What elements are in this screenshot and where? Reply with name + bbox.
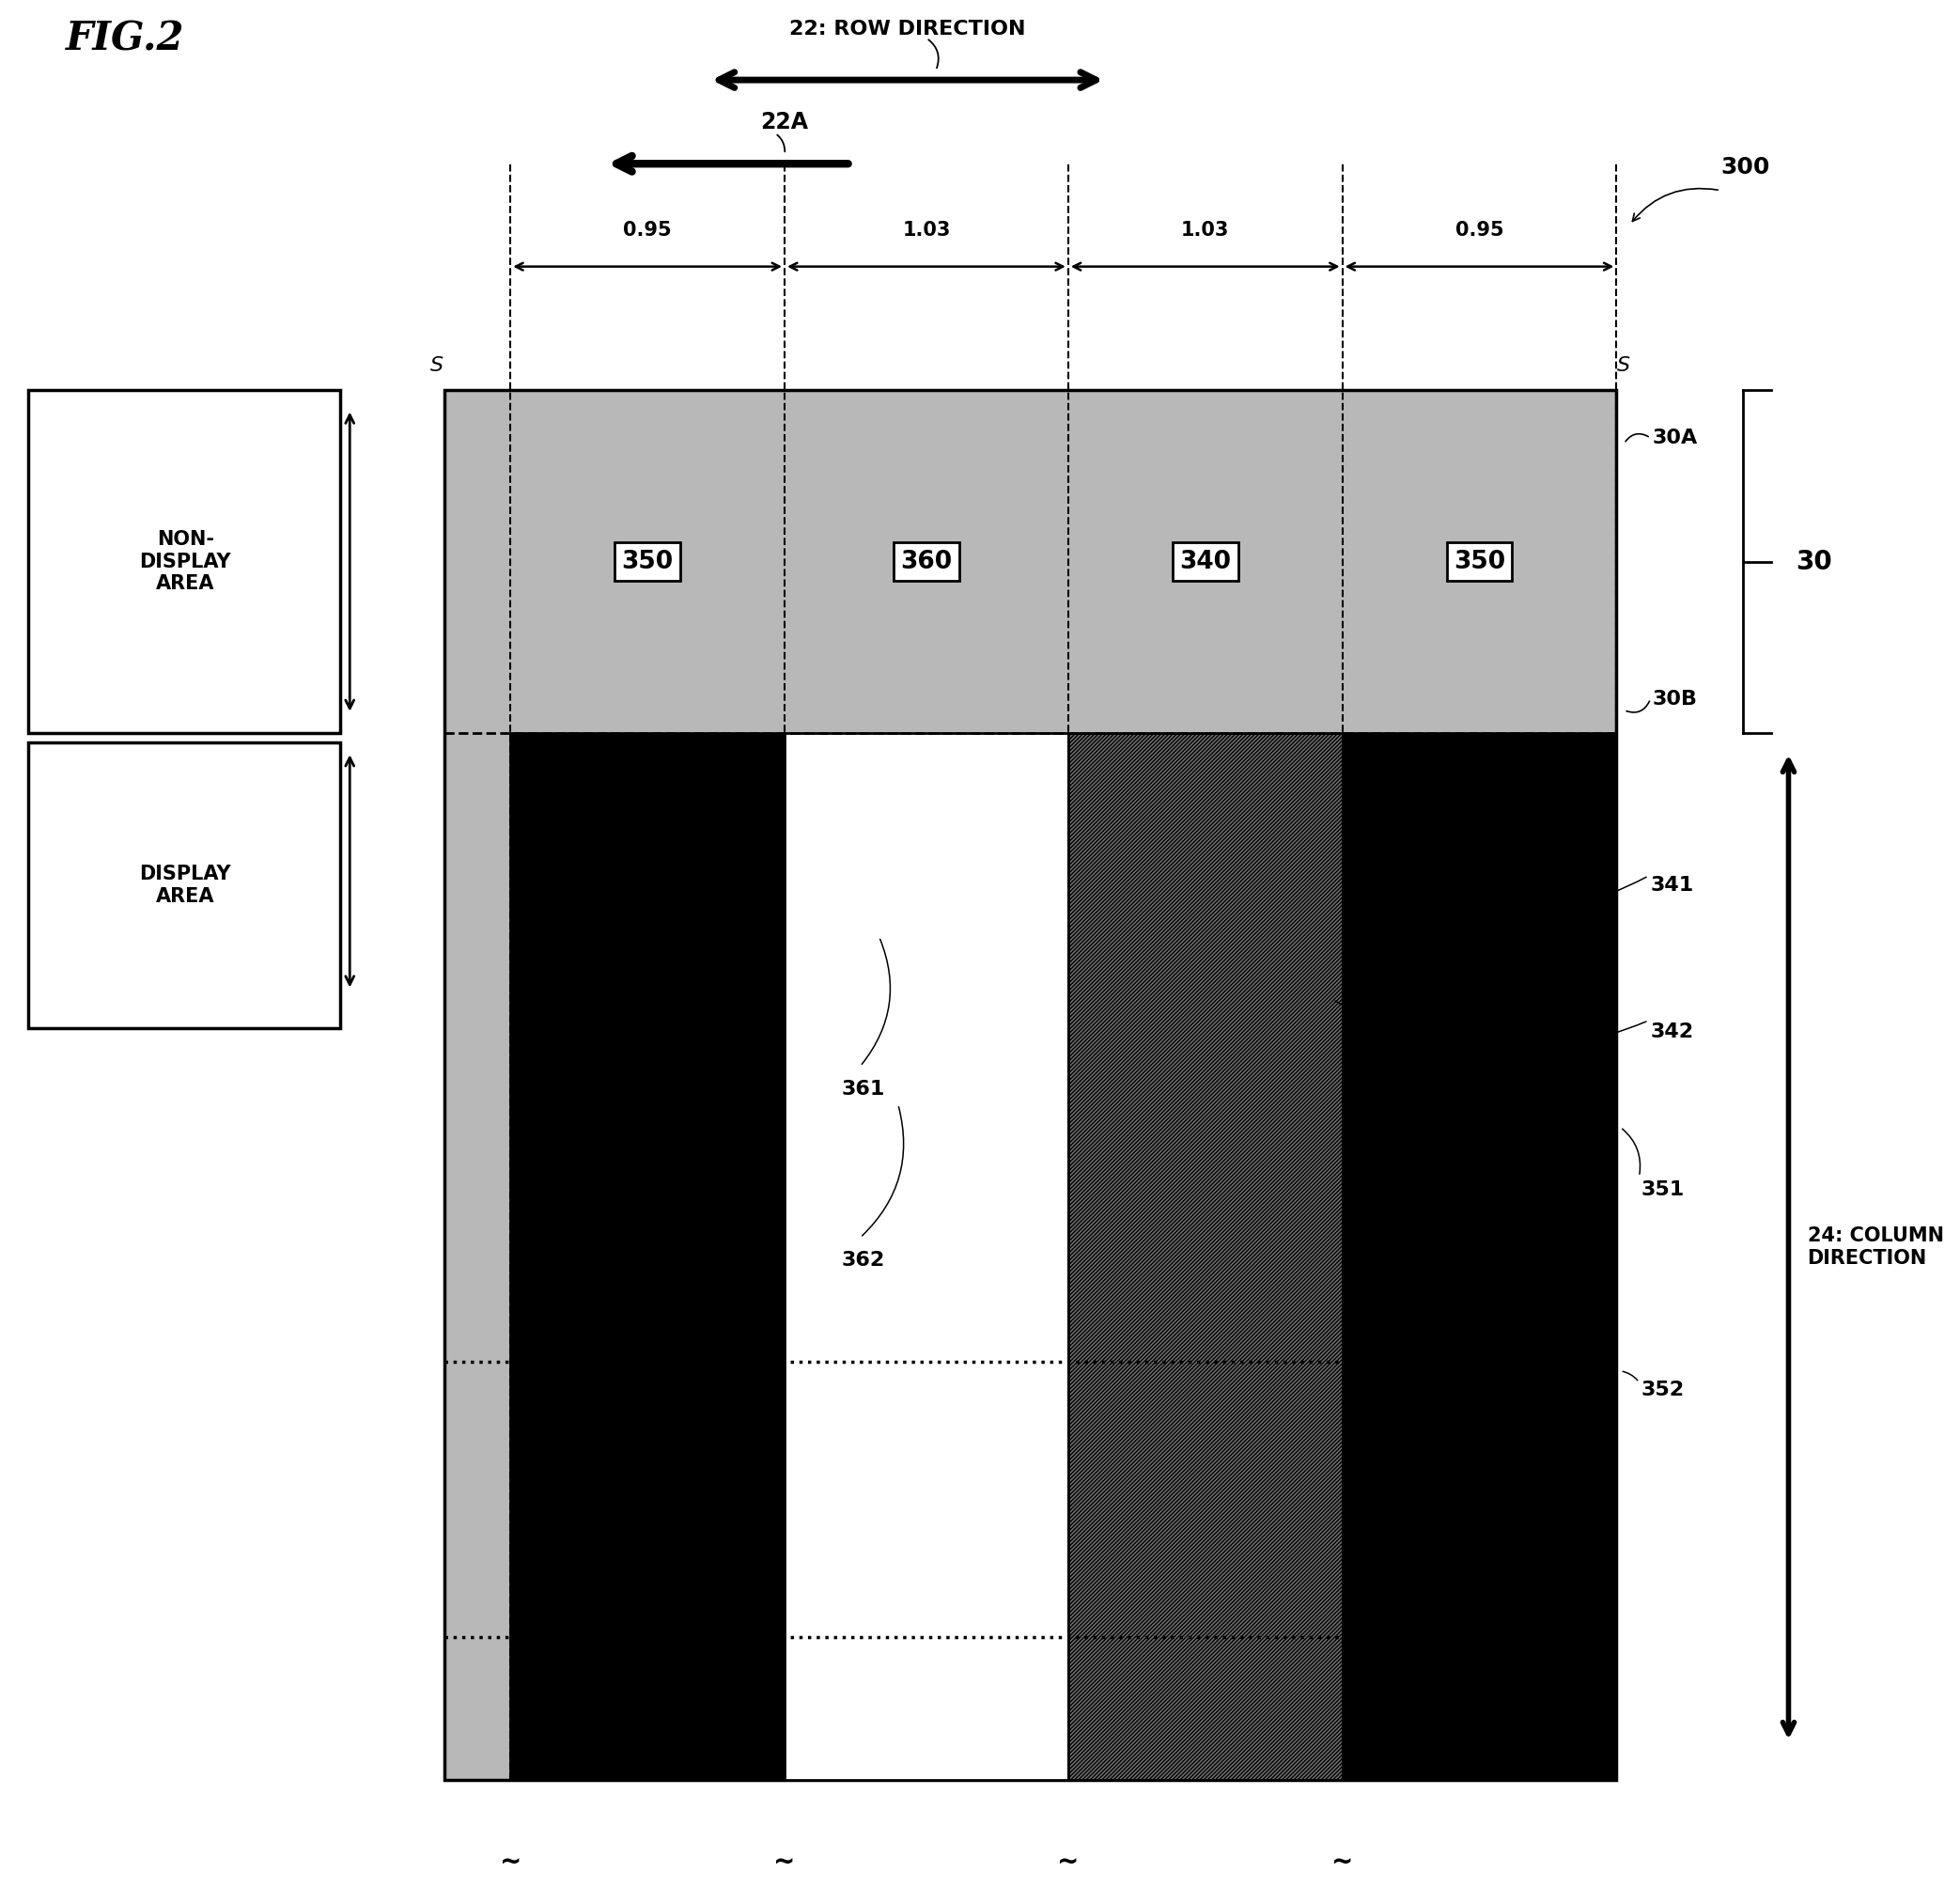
Text: 362: 362: [841, 1251, 884, 1270]
Text: 0.95: 0.95: [1454, 221, 1503, 240]
Text: 1.03: 1.03: [902, 221, 951, 240]
Bar: [784, 733, 1068, 1780]
Text: S: S: [429, 356, 443, 375]
Text: 24: COLUMN
DIRECTION: 24: COLUMN DIRECTION: [1807, 1226, 1944, 1268]
Text: 1.03: 1.03: [1182, 221, 1229, 240]
Text: 300: 300: [1721, 156, 1770, 179]
Bar: [1068, 733, 1343, 1780]
Text: 340: 340: [1180, 550, 1231, 573]
Text: 342: 342: [1650, 1022, 1693, 1041]
Text: 350: 350: [1454, 550, 1505, 573]
Text: NON-
DISPLAY
AREA: NON- DISPLAY AREA: [139, 531, 231, 592]
Text: S: S: [1617, 356, 1631, 375]
Bar: [510, 733, 784, 1780]
Text: 352: 352: [1641, 1380, 1684, 1399]
FancyBboxPatch shape: [27, 743, 341, 1028]
Text: 30B: 30B: [1652, 689, 1697, 708]
Text: 22A: 22A: [760, 110, 809, 133]
Text: 30: 30: [1795, 548, 1833, 575]
Text: 350: 350: [621, 550, 674, 573]
Text: DISPLAY
AREA: DISPLAY AREA: [139, 864, 231, 906]
Text: 341: 341: [1650, 876, 1693, 895]
Text: ~: ~: [774, 1849, 796, 1875]
Bar: [445, 390, 1617, 1780]
Text: ~: ~: [1056, 1849, 1080, 1875]
FancyBboxPatch shape: [27, 390, 341, 733]
Text: 361: 361: [841, 1080, 884, 1099]
Text: 351: 351: [1641, 1180, 1684, 1200]
Text: 0.95: 0.95: [623, 221, 672, 240]
Text: 30A: 30A: [1652, 428, 1697, 447]
Text: ~: ~: [500, 1849, 521, 1875]
Text: 22: ROW DIRECTION: 22: ROW DIRECTION: [790, 19, 1025, 38]
Bar: [1343, 733, 1617, 1780]
Text: FIG.2: FIG.2: [67, 19, 184, 59]
Text: ~: ~: [1331, 1849, 1352, 1875]
Text: 360: 360: [900, 550, 953, 573]
Bar: [445, 390, 1617, 1780]
